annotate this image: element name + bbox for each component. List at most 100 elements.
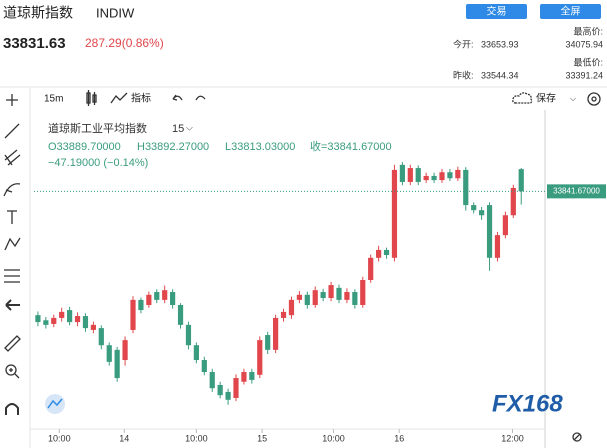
candle-body: [265, 335, 271, 350]
candle-body: [447, 172, 453, 179]
candle-body: [486, 205, 493, 258]
stat-value: 34075.94: [565, 39, 603, 49]
candle-body: [518, 169, 524, 192]
chart-interval: 15: [172, 123, 184, 135]
candle-body: [59, 311, 65, 318]
save-button[interactable]: 保存: [536, 92, 556, 105]
x-tick-label: 15: [257, 433, 267, 443]
candle-body: [98, 328, 104, 346]
x-tick-label: 10:00: [48, 433, 71, 443]
interval-button[interactable]: 15m: [44, 94, 63, 105]
candle-body: [455, 169, 461, 179]
ohlc-high: H33892.27000: [137, 141, 209, 153]
candle-body: [296, 294, 302, 300]
ohlc-close: 收=33841.67000: [310, 139, 392, 153]
redo-icon[interactable]: [195, 95, 206, 101]
candle-body: [233, 378, 239, 398]
trade-button-label[interactable]: 交易: [487, 5, 507, 18]
stat-value: 33391.24: [565, 70, 603, 80]
candle-body: [479, 210, 485, 216]
candle-body: [170, 292, 176, 305]
chart-style-icon[interactable]: [86, 90, 97, 106]
candle-body: [122, 340, 128, 361]
candle-body: [471, 205, 477, 211]
ohlc-open: O33889.70000: [48, 141, 121, 153]
candle-body: [510, 187, 516, 216]
text-tool[interactable]: [7, 210, 17, 224]
stat-label: 今开:: [453, 38, 474, 49]
candle-body: [360, 280, 366, 305]
candle-body: [463, 169, 469, 206]
candle-body: [106, 345, 112, 362]
crosshair-tool[interactable]: [6, 94, 18, 106]
zoom-tool[interactable]: [5, 364, 17, 376]
candle-body: [74, 316, 81, 323]
stat-value: 33544.34: [481, 70, 519, 80]
candle-body: [352, 292, 358, 305]
candle-body: [241, 372, 247, 382]
last-price-label: 33841.67000: [553, 186, 600, 195]
candle-body: [368, 257, 374, 280]
save-icon[interactable]: [512, 92, 533, 104]
candle-body: [67, 310, 73, 323]
instrument-name: 道琼斯指数: [3, 5, 73, 21]
x-tick-label: 10:00: [185, 433, 208, 443]
candle-body: [494, 235, 501, 258]
chart-title: 道琼斯工业平均指数: [48, 121, 147, 135]
candle-body: [225, 391, 231, 400]
dropdown-caret[interactable]: ⌵: [570, 94, 576, 103]
fullscreen-button-label[interactable]: 全屏: [561, 5, 581, 18]
chart-settings-icon[interactable]: [572, 432, 582, 442]
candle-body: [201, 360, 207, 373]
stat-label: 昨收:: [453, 69, 474, 80]
pattern-tool[interactable]: [4, 237, 21, 251]
last-price: 33831.63: [3, 35, 66, 52]
fullscreen-button[interactable]: [540, 4, 601, 19]
stat-value: 33653.93: [481, 39, 519, 49]
candle-body: [328, 285, 334, 299]
back-tool[interactable]: [5, 299, 20, 311]
candle-body: [391, 169, 398, 258]
fib-tool[interactable]: [4, 269, 20, 283]
candle-body: [185, 324, 192, 346]
price-change: 287.29(0.86%): [85, 36, 164, 50]
candle-body: [217, 384, 223, 396]
measure-tool[interactable]: [4, 335, 21, 352]
trade-button[interactable]: [466, 4, 527, 19]
candle-body: [154, 292, 160, 300]
line-tool[interactable]: [4, 123, 20, 139]
x-tick-label: 16: [394, 433, 404, 443]
candle-body: [130, 299, 136, 330]
last-price-box: [547, 184, 606, 199]
cloud-badge-icon: [47, 398, 63, 409]
stat-label: 最低价:: [573, 56, 603, 67]
candle-body: [439, 172, 445, 181]
settings-icon[interactable]: [587, 92, 601, 106]
candle-body: [344, 292, 350, 300]
x-tick-label: 10:00: [322, 433, 345, 443]
indicator-button[interactable]: 指标: [131, 92, 151, 105]
brush-tool[interactable]: [3, 183, 21, 197]
candle-body: [502, 215, 508, 236]
ohlc-change: −47.19000 (−0.14%): [48, 157, 148, 169]
candle-body: [376, 249, 382, 258]
settings-icon-center: [591, 96, 597, 102]
candle-body: [320, 292, 326, 299]
candle-body: [35, 315, 41, 323]
channel-tool[interactable]: [4, 149, 21, 166]
candle-body: [257, 340, 263, 375]
legend-caret[interactable]: ⌵: [186, 122, 193, 132]
magnet-tool[interactable]: [5, 403, 19, 415]
candle-body: [273, 317, 279, 350]
candle-body: [288, 299, 295, 316]
candle-body: [399, 164, 405, 182]
candle-body: [383, 249, 390, 256]
undo-icon[interactable]: [172, 94, 183, 101]
candle-body: [114, 349, 120, 379]
indicator-icon[interactable]: [110, 92, 128, 104]
instrument-code: INDIW: [96, 5, 135, 20]
candle-body: [177, 304, 184, 325]
candle-body: [407, 168, 413, 182]
